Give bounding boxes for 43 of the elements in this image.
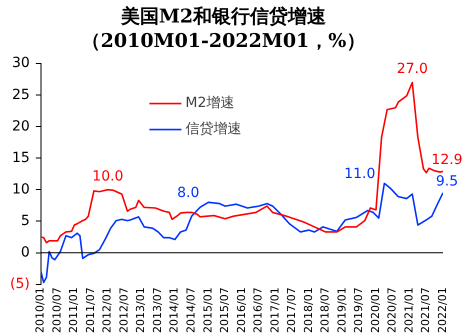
y-tick-label: 15 [12, 150, 30, 166]
data-label: 11.0 [344, 166, 376, 182]
legend-label: M2增速 [185, 95, 234, 112]
legend-label: 信贷增速 [185, 121, 242, 138]
x-tick-label: 2016/07 [252, 287, 265, 334]
x-tick-label: 2021/01 [402, 287, 416, 334]
x-tick-label: 2021/07 [419, 287, 432, 334]
x-tick-label: 2017/07 [285, 287, 298, 334]
x-tick-label: 2016/01 [234, 287, 248, 334]
x-tick-label: 2011/07 [84, 287, 97, 334]
chart-subtitle: （2010M01-2022M01，%） [82, 30, 366, 52]
x-tick-label: 2022/01 [436, 287, 449, 334]
y-tick-label: 30 [12, 55, 30, 72]
x-tick-label: 2013/01 [134, 287, 148, 334]
x-tick-label: 2018/07 [318, 287, 332, 334]
data-label: 8.0 [177, 184, 200, 201]
x-tick-label: 2012/07 [117, 287, 130, 334]
data-label: 10.0 [92, 168, 124, 184]
x-tick-label: 2019/07 [352, 287, 366, 334]
x-tick-label: 2013/07 [150, 287, 164, 334]
data-label: 9.5 [436, 174, 458, 190]
x-tick-label: 2020/07 [386, 287, 399, 334]
data-label: 27.0 [396, 61, 428, 78]
y-tick-label: 5 [20, 212, 30, 229]
y-tick-label: 25 [12, 86, 30, 103]
y-tick-label: 0 [20, 244, 30, 260]
x-tick-label: 2010/07 [50, 287, 64, 334]
x-tick-label: 2017/01 [268, 287, 282, 334]
x-tick-label: 2018/01 [302, 287, 315, 334]
x-tick-label: 2014/01 [168, 287, 181, 334]
x-tick-label: 2014/07 [184, 287, 198, 334]
y-tick-label: 20 [12, 118, 30, 134]
data-label: 12.9 [431, 152, 463, 168]
y-tick-label: 10 [12, 181, 30, 198]
x-tick-label: 2015/07 [218, 287, 232, 334]
x-tick-label: 2019/01 [335, 287, 348, 334]
x-tick-label: 2010/01 [34, 287, 47, 334]
x-tick-label: 2011/01 [67, 287, 80, 334]
chart-title: 美国M2和银行信贷增速 [120, 5, 326, 28]
x-tick-label: 2020/01 [368, 287, 382, 334]
x-tick-label: 2012/01 [100, 287, 114, 334]
y-tick-label: (5) [10, 276, 30, 292]
x-tick-label: 2015/01 [201, 287, 214, 334]
